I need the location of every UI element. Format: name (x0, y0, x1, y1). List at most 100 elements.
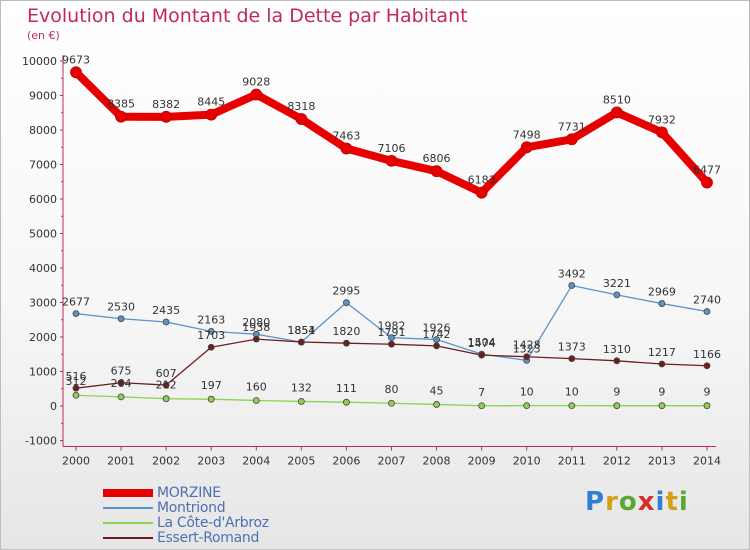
y-tick-label: 1000 (29, 366, 57, 379)
data-label: 8382 (152, 98, 180, 111)
data-label: 10 (565, 386, 579, 399)
data-point (343, 299, 350, 307)
data-label: 1742 (423, 328, 451, 341)
data-point (160, 110, 173, 123)
data-point (478, 402, 486, 410)
data-point (207, 343, 215, 351)
data-point (520, 141, 533, 154)
data-point (207, 395, 215, 403)
data-point (703, 402, 711, 410)
data-point (703, 362, 711, 370)
data-label: 1504 (468, 336, 496, 349)
data-label: 9 (658, 386, 665, 399)
data-label: 45 (430, 384, 444, 397)
data-point (388, 340, 395, 348)
legend-swatch (103, 506, 153, 509)
data-point (565, 133, 578, 146)
data-point (433, 342, 440, 350)
data-label: 7 (478, 386, 485, 399)
data-label: 1982 (377, 320, 405, 333)
data-label: 2677 (62, 296, 90, 309)
data-label: 675 (111, 365, 132, 378)
data-label: 1373 (558, 341, 586, 354)
data-label: 8510 (603, 93, 631, 106)
data-label: 2530 (107, 301, 135, 314)
data-label: 7463 (332, 130, 360, 143)
chart-title: Evolution du Montant de la Dette par Hab… (27, 5, 468, 27)
data-point (205, 108, 218, 121)
data-point (70, 66, 82, 79)
y-tick-label: 4000 (29, 262, 57, 275)
legend-item: MORZINE (103, 485, 269, 501)
data-point (658, 300, 666, 307)
x-tick-label: 2012 (603, 455, 631, 468)
data-label: 9 (613, 386, 620, 399)
data-point (162, 395, 170, 403)
x-tick-label: 2001 (107, 455, 135, 468)
x-tick-label: 2005 (287, 455, 315, 468)
data-label: 7498 (513, 128, 541, 141)
y-tick-label: 10000 (22, 55, 57, 68)
x-tick-label: 2009 (468, 455, 496, 468)
data-point (613, 291, 621, 299)
legend-item: Essert-Romand (103, 530, 269, 546)
legend-label: La Côte-d'Arbroz (157, 514, 269, 531)
data-point (297, 338, 305, 346)
data-label: 6806 (423, 152, 451, 165)
data-label: 2080 (242, 316, 270, 329)
data-label: 1791 (377, 326, 405, 339)
legend-swatch (103, 488, 153, 497)
data-point (703, 308, 711, 315)
data-label: 7106 (377, 142, 405, 155)
data-label: 264 (111, 377, 132, 390)
data-label: 2995 (332, 285, 360, 298)
data-label: 8385 (107, 98, 135, 111)
data-point (115, 110, 127, 123)
data-label: 6477 (693, 164, 721, 177)
data-label: 2163 (197, 313, 225, 326)
legend-swatch (103, 521, 153, 524)
data-point (523, 402, 531, 410)
y-tick-label: 0 (50, 400, 57, 413)
x-tick-label: 2006 (332, 455, 360, 468)
data-label: 3221 (603, 277, 631, 290)
data-label: 1310 (603, 343, 631, 356)
data-label: 2740 (693, 293, 721, 306)
data-point (117, 393, 125, 401)
x-tick-label: 2003 (197, 455, 225, 468)
data-label: 6183 (468, 174, 496, 187)
brand-logo-letter: P (585, 487, 606, 517)
x-tick-label: 2002 (152, 455, 180, 468)
chart-legend: MORZINE Montriond La Côte-d'Arbroz Essert-R… (103, 485, 269, 546)
data-point (568, 282, 576, 289)
data-point (610, 106, 623, 119)
data-label: 111 (336, 382, 357, 395)
x-tick-label: 2008 (423, 455, 451, 468)
data-point (388, 399, 395, 407)
data-point (343, 339, 350, 347)
data-label: 197 (201, 379, 222, 392)
data-label: 80 (384, 383, 398, 396)
x-tick-label: 2014 (693, 455, 721, 468)
x-tick-label: 2011 (558, 455, 586, 468)
data-label: 160 (246, 380, 267, 393)
data-point (433, 401, 440, 408)
data-label: 8445 (197, 96, 225, 109)
data-point (613, 357, 621, 365)
data-point (430, 165, 443, 178)
data-point (658, 402, 666, 410)
x-tick-label: 2013 (648, 455, 676, 468)
data-label: 1851 (287, 324, 315, 337)
data-point (613, 402, 621, 410)
data-label: 2435 (152, 304, 180, 317)
data-point (250, 88, 263, 101)
data-point (523, 353, 531, 361)
series-line (72, 68, 711, 197)
data-label: 312 (66, 375, 87, 388)
brand-logo-letter: i (678, 487, 689, 517)
x-tick-label: 2010 (513, 455, 541, 468)
data-point (295, 113, 308, 125)
data-label: 9 (703, 386, 710, 399)
data-point (72, 310, 80, 318)
